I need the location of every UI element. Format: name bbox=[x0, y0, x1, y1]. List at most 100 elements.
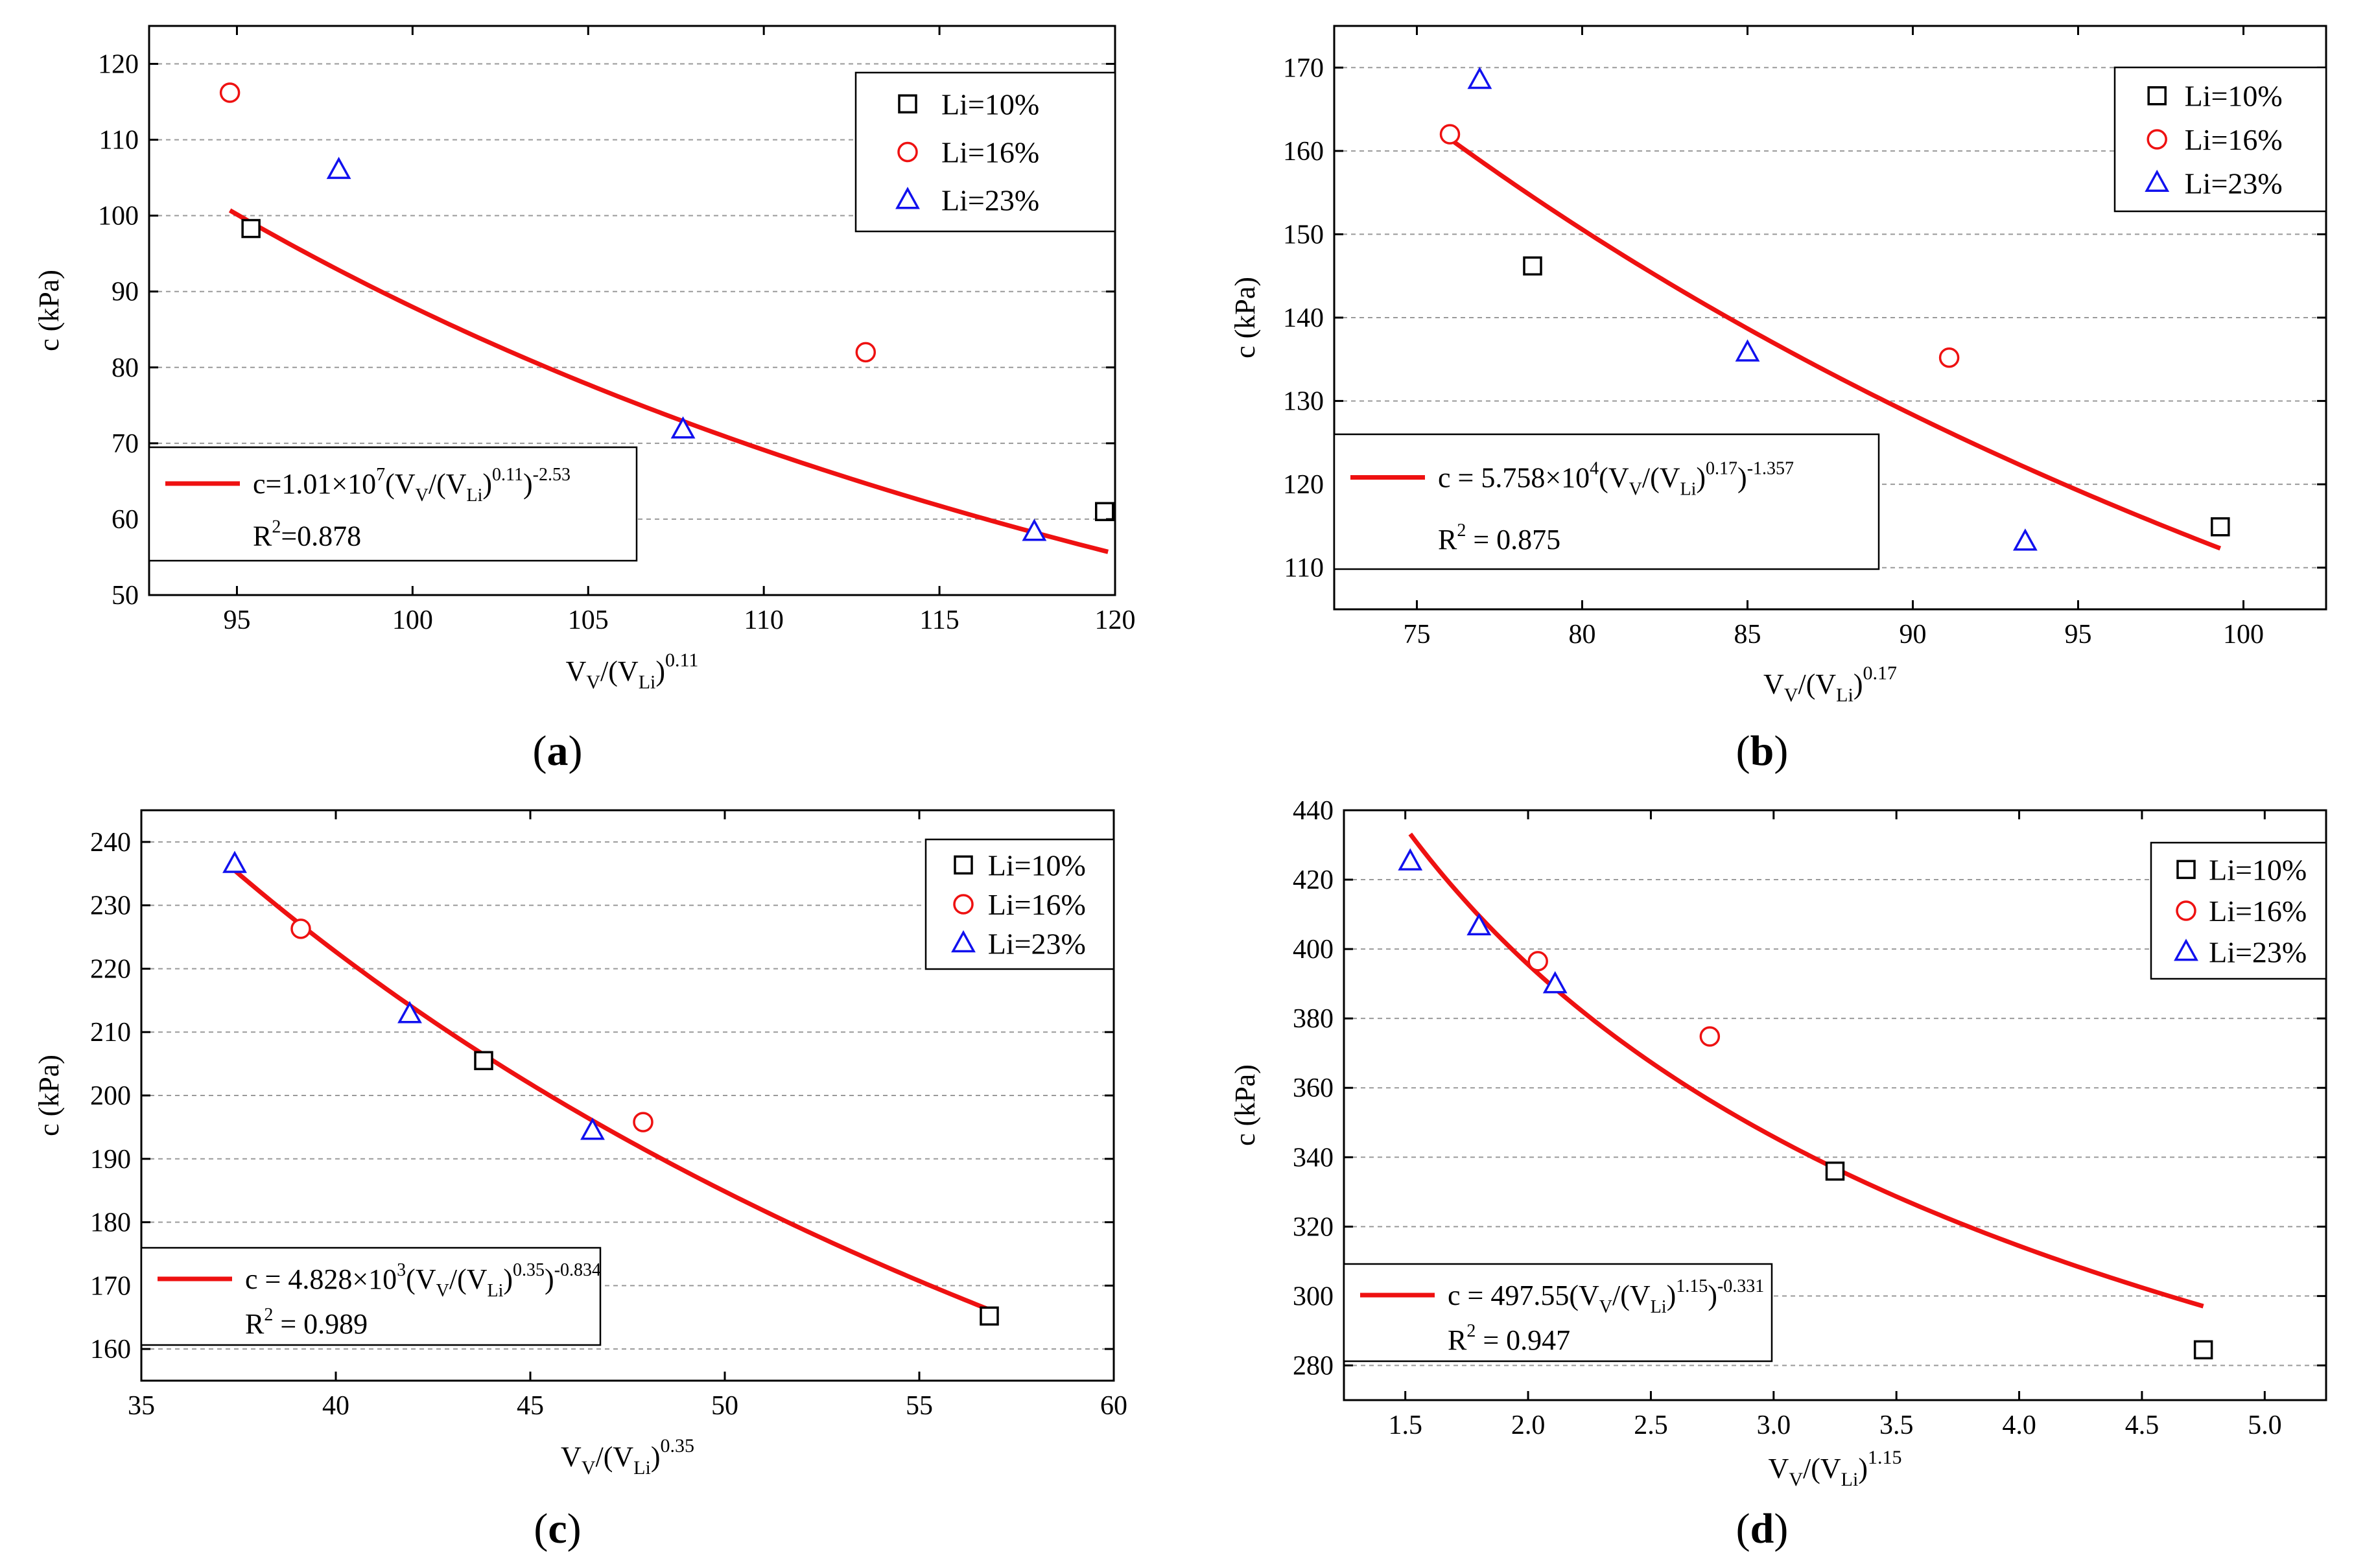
legend-label: Li=16% bbox=[988, 888, 1086, 921]
data-point-square bbox=[2211, 517, 2230, 537]
equation-box-frame bbox=[1343, 1263, 1773, 1363]
legend-marker-square bbox=[2176, 860, 2196, 880]
y-tick-label: 400 bbox=[1293, 935, 1334, 965]
legend: Li=10% Li=16% Li=23% bbox=[854, 71, 1116, 233]
legend: Li=10% Li=16% Li=23% bbox=[924, 838, 1115, 970]
y-tick-label: 130 bbox=[1283, 387, 1324, 417]
data-point-triangle bbox=[2012, 528, 2038, 551]
x-tick-label: 35 bbox=[128, 1391, 155, 1421]
y-tick-label: 440 bbox=[1293, 796, 1334, 826]
x-axis-label: VV/(VLi)0.35 bbox=[561, 1435, 694, 1479]
x-axis-label: VV/(VLi)0.11 bbox=[566, 649, 699, 693]
y-axis-label: c (kPa) bbox=[1229, 1064, 1261, 1146]
x-tick-label: 110 bbox=[744, 605, 783, 635]
data-point-square bbox=[1523, 256, 1542, 276]
x-tick-label: 115 bbox=[919, 605, 959, 635]
data-point-circle bbox=[1527, 951, 1548, 972]
data-point-circle bbox=[1938, 347, 1960, 368]
panel-label: (a) bbox=[533, 727, 583, 775]
y-tick-label: 220 bbox=[90, 954, 131, 984]
data-point-triangle bbox=[670, 416, 696, 439]
y-tick-label: 110 bbox=[1284, 554, 1324, 583]
x-axis-label: VV/(VLi)1.15 bbox=[1769, 1447, 1902, 1490]
data-point-square bbox=[980, 1306, 999, 1326]
r-squared: R2=0.878 bbox=[253, 517, 361, 552]
y-tick-label: 280 bbox=[1293, 1351, 1334, 1381]
y-tick-label: 80 bbox=[112, 353, 139, 383]
data-point-square bbox=[1825, 1161, 1845, 1181]
r-squared: R2 = 0.875 bbox=[1438, 521, 1560, 556]
x-tick-label: 40 bbox=[322, 1391, 349, 1421]
r-squared: R2 = 0.989 bbox=[245, 1305, 368, 1340]
data-point-triangle bbox=[222, 850, 247, 873]
fit-equation: c = 497.55(VV/(VLi)1.15)-0.331 bbox=[1448, 1276, 1764, 1317]
y-axis-label: c (kPa) bbox=[33, 1055, 65, 1136]
x-tick-label: 1.5 bbox=[1388, 1410, 1422, 1440]
x-tick-label: 100 bbox=[392, 605, 433, 635]
legend-marker-square bbox=[2147, 86, 2167, 106]
r-squared: R2 = 0.947 bbox=[1448, 1321, 1570, 1356]
x-tick-label: 5.0 bbox=[2248, 1410, 2282, 1440]
legend-label: Li=16% bbox=[2185, 123, 2283, 156]
x-tick-label: 3.5 bbox=[1879, 1410, 1914, 1440]
legend-marker-square bbox=[954, 855, 973, 875]
equation-box-frame bbox=[1333, 433, 1880, 570]
equation-box: c = 4.828×103(VV/(VLi)0.35)-0.834 R2 = 0.… bbox=[140, 1246, 602, 1346]
data-point-triangle bbox=[1735, 339, 1760, 362]
fit-curve bbox=[233, 869, 991, 1312]
y-tick-label: 420 bbox=[1293, 865, 1334, 895]
legend-label: Li=23% bbox=[941, 184, 1039, 217]
data-point-triangle bbox=[1022, 519, 1047, 541]
legend: Li=10% Li=16% Li=23% bbox=[2150, 841, 2327, 980]
legend-label: Li=23% bbox=[2185, 167, 2283, 200]
y-tick-label: 170 bbox=[1283, 53, 1324, 83]
data-point-triangle bbox=[1542, 971, 1568, 994]
fit-equation: c = 5.758×104(VV/(VLi)0.17)-1.357 bbox=[1438, 459, 1794, 500]
data-point-circle bbox=[290, 919, 311, 939]
x-tick-label: 3.0 bbox=[1757, 1410, 1791, 1440]
y-tick-label: 190 bbox=[90, 1145, 131, 1175]
y-axis-label: c (kPa) bbox=[1229, 277, 1261, 358]
equation-box: c=1.01×107(VV/(VLi)0.11)-2.53 R2=0.878 bbox=[148, 446, 638, 562]
x-tick-label: 95 bbox=[2065, 620, 2092, 649]
fit-curve bbox=[1448, 137, 2222, 551]
y-tick-label: 160 bbox=[90, 1335, 131, 1364]
y-tick-label: 120 bbox=[98, 50, 139, 80]
equation-box: c = 497.55(VV/(VLi)1.15)-0.331 R2 = 0.947 bbox=[1343, 1263, 1773, 1363]
data-point-circle bbox=[219, 82, 241, 103]
legend-marker-square bbox=[898, 94, 917, 114]
fit-curve bbox=[1408, 832, 2204, 1309]
x-tick-label: 50 bbox=[711, 1391, 738, 1421]
x-tick-label: 75 bbox=[1404, 620, 1431, 649]
panel-label: (d) bbox=[1736, 1505, 1789, 1552]
y-tick-label: 150 bbox=[1283, 220, 1324, 250]
legend-marker-circle bbox=[2176, 900, 2196, 921]
x-tick-label: 4.0 bbox=[2002, 1410, 2036, 1440]
y-tick-label: 110 bbox=[99, 126, 139, 156]
y-tick-label: 100 bbox=[98, 202, 139, 231]
y-tick-label: 60 bbox=[112, 505, 139, 535]
y-tick-label: 300 bbox=[1293, 1281, 1334, 1311]
y-tick-label: 210 bbox=[90, 1018, 131, 1047]
legend-label: Li=10% bbox=[2209, 853, 2307, 886]
data-point-square bbox=[241, 218, 261, 239]
data-point-triangle bbox=[1398, 848, 1423, 871]
data-point-circle bbox=[633, 1112, 653, 1132]
y-tick-label: 160 bbox=[1283, 137, 1324, 167]
fit-equation: c = 4.828×103(VV/(VLi)0.35)-0.834 bbox=[245, 1260, 601, 1301]
x-tick-label: 90 bbox=[1900, 620, 1927, 649]
x-tick-label: 80 bbox=[1569, 620, 1596, 649]
legend-marker-circle bbox=[2147, 129, 2167, 150]
y-tick-label: 120 bbox=[1283, 470, 1324, 500]
legend-label: Li=10% bbox=[2185, 80, 2283, 113]
x-tick-label: 60 bbox=[1100, 1391, 1127, 1421]
fit-equation: c=1.01×107(VV/(VLi)0.11)-2.53 bbox=[253, 465, 571, 506]
panel-label: (b) bbox=[1736, 727, 1789, 775]
data-point-triangle bbox=[1466, 913, 1492, 936]
data-point-triangle bbox=[397, 1001, 422, 1024]
data-point-circle bbox=[855, 342, 877, 363]
y-tick-label: 140 bbox=[1283, 303, 1324, 333]
data-point-circle bbox=[1439, 124, 1461, 145]
chart-panel-a: 95 100 105 110 115 120 50 60 70 80 90 100 110 120 c (k… bbox=[33, 25, 1136, 775]
